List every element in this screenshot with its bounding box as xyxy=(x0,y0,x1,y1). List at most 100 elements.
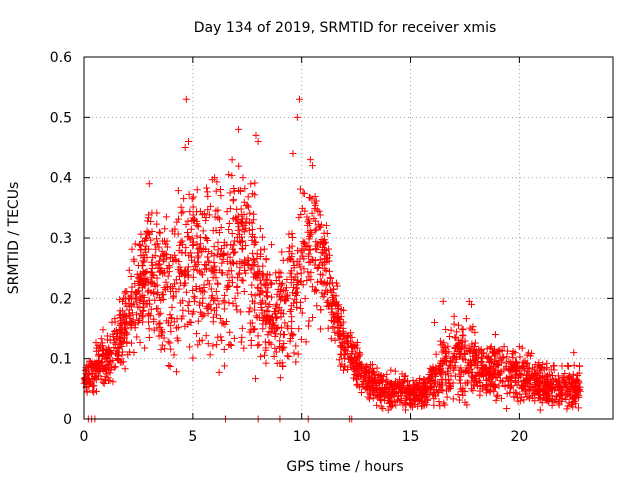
data-point xyxy=(141,269,149,277)
data-point xyxy=(126,348,134,356)
data-point xyxy=(202,332,210,340)
data-point xyxy=(317,325,325,333)
data-point xyxy=(259,317,267,325)
data-point xyxy=(512,358,520,366)
data-point xyxy=(449,366,457,374)
data-point xyxy=(329,285,337,293)
data-point xyxy=(198,310,206,318)
data-point xyxy=(153,290,161,298)
y-tick-label: 0.5 xyxy=(50,110,72,126)
data-point xyxy=(459,355,467,363)
data-point xyxy=(499,354,507,362)
data-point xyxy=(292,342,300,350)
data-point xyxy=(405,382,413,390)
data-point xyxy=(305,258,313,266)
data-point xyxy=(311,199,319,207)
data-point xyxy=(115,333,123,341)
data-point xyxy=(286,308,294,316)
data-point xyxy=(324,297,332,305)
data-point xyxy=(223,208,231,216)
data-point xyxy=(241,267,249,275)
data-point xyxy=(151,296,159,304)
data-point xyxy=(214,333,222,341)
data-point xyxy=(292,285,300,293)
data-point xyxy=(307,275,315,283)
data-point xyxy=(316,256,324,264)
data-point xyxy=(293,303,301,311)
data-point xyxy=(410,383,418,391)
data-point xyxy=(171,230,179,238)
data-point xyxy=(99,378,107,386)
data-point xyxy=(511,367,519,375)
data-point xyxy=(121,289,129,297)
data-point xyxy=(348,343,356,351)
data-point xyxy=(352,375,360,383)
data-point xyxy=(368,368,376,376)
data-point xyxy=(571,394,579,402)
data-point xyxy=(214,214,222,222)
data-point xyxy=(231,237,239,245)
data-point xyxy=(223,318,231,326)
data-point xyxy=(322,266,330,274)
data-point xyxy=(445,383,453,391)
data-point xyxy=(248,226,256,234)
data-point xyxy=(337,343,345,351)
data-point xyxy=(564,402,572,410)
data-point xyxy=(309,162,317,170)
data-point xyxy=(193,186,201,194)
data-point xyxy=(132,311,140,319)
data-point xyxy=(152,261,160,269)
data-point xyxy=(378,388,386,396)
data-point xyxy=(331,336,339,344)
data-point xyxy=(149,271,157,279)
data-point xyxy=(446,333,454,341)
data-point xyxy=(270,308,278,316)
data-point xyxy=(289,150,297,158)
data-point xyxy=(213,341,221,349)
data-point xyxy=(306,220,314,228)
data-point xyxy=(373,401,381,409)
data-point xyxy=(317,249,325,257)
data-point xyxy=(258,306,266,314)
data-point xyxy=(141,344,149,352)
data-point xyxy=(487,355,495,363)
data-point xyxy=(461,337,469,345)
data-point xyxy=(143,276,151,284)
data-point xyxy=(246,209,254,217)
data-point xyxy=(240,210,248,218)
data-point xyxy=(209,273,217,281)
data-point xyxy=(535,359,543,367)
chart-title: Day 134 of 2019, SRMTID for receiver xmi… xyxy=(194,20,497,36)
data-point xyxy=(251,233,259,241)
data-point xyxy=(323,258,331,266)
data-point xyxy=(184,301,192,309)
data-point xyxy=(176,299,184,307)
data-point xyxy=(272,302,280,310)
data-point xyxy=(182,288,190,296)
data-point xyxy=(182,244,190,252)
data-point xyxy=(122,318,130,326)
data-point xyxy=(252,239,260,247)
data-point xyxy=(257,300,265,308)
data-point xyxy=(239,277,247,285)
y-tick-label: 0.4 xyxy=(50,171,72,187)
data-point xyxy=(328,288,336,296)
data-point xyxy=(278,293,286,301)
data-point xyxy=(304,322,312,330)
data-point xyxy=(306,227,314,235)
data-point xyxy=(553,382,561,390)
data-point xyxy=(301,295,309,303)
data-point xyxy=(312,245,320,253)
data-point xyxy=(325,267,333,275)
data-point xyxy=(121,319,129,327)
data-point xyxy=(471,342,479,350)
data-point xyxy=(202,213,210,221)
data-point xyxy=(106,357,114,365)
data-point xyxy=(156,229,164,237)
data-point xyxy=(297,210,305,218)
data-point xyxy=(219,297,227,305)
data-point xyxy=(385,383,393,391)
data-point xyxy=(185,298,193,306)
data-point xyxy=(292,291,300,299)
data-point xyxy=(162,255,170,263)
